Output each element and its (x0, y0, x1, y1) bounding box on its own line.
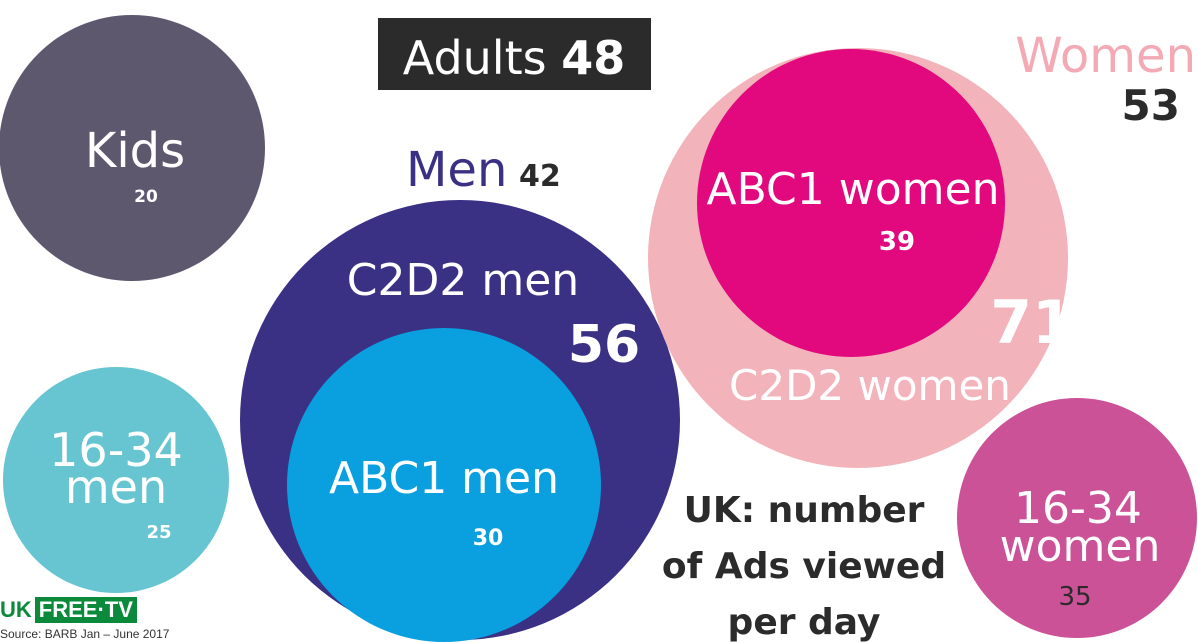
ukfreetv-logo: UK FREE·TV (0, 596, 137, 624)
label-16-34-men-line1: 16-34 (49, 423, 183, 477)
bubble-abc1-women (697, 49, 1005, 357)
men-value: 42 (519, 159, 561, 194)
logo-uk: UK (0, 597, 32, 622)
label-16-34-women-line2: women (1000, 521, 1161, 572)
label-c2d2-men: C2D2 men (347, 255, 579, 306)
bubble-16-34-men (3, 367, 229, 593)
women-value: 53 (1122, 81, 1180, 130)
source-note: Source: BARB Jan – June 2017 (0, 627, 170, 641)
title-line1: UK: number (684, 490, 925, 531)
label-c2d2-women: C2D2 women (729, 361, 1011, 410)
adults-value: 48 (561, 31, 625, 85)
adults-label: Adults (403, 31, 547, 85)
title-line3: per day (728, 602, 881, 643)
label-abc1-women: ABC1 women (707, 164, 1000, 215)
adults-total: Adults 48 (403, 31, 625, 85)
bubble-abc1-men (287, 328, 601, 642)
title-line2: of Ads viewed (662, 546, 946, 587)
label-16-34-men-line2: men (65, 460, 167, 514)
label-kids: Kids (85, 123, 185, 179)
value-c2d2-men: 56 (568, 315, 640, 375)
value-abc1-men: 30 (473, 526, 504, 551)
bubble-kids (0, 15, 265, 281)
value-16-34-men: 25 (146, 522, 171, 543)
logo-free-tv: FREE·TV (34, 597, 137, 623)
value-c2d2-women: 71 (990, 288, 1074, 358)
women-label: Women (1015, 28, 1196, 84)
value-abc1-women: 39 (879, 227, 915, 257)
label-16-34-women-line1: 16-34 (1014, 483, 1142, 534)
bubble-16-34-women (957, 398, 1197, 638)
value-kids: 20 (134, 187, 158, 207)
label-abc1-men: ABC1 men (329, 453, 559, 504)
men-label: Men (406, 142, 507, 198)
value-16-34-women: 35 (1058, 582, 1091, 612)
adults-box (378, 18, 651, 90)
